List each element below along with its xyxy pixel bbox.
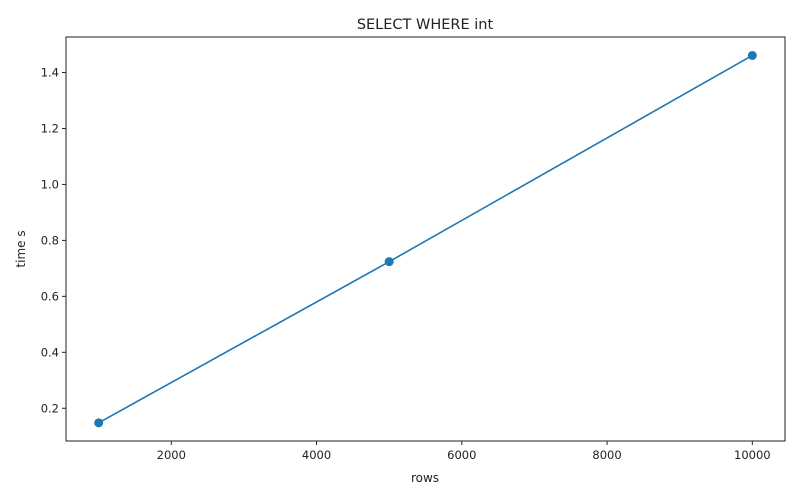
y-tick-label: 1.2 xyxy=(41,121,59,135)
y-tick-label: 1.0 xyxy=(41,177,59,191)
x-axis-label: rows xyxy=(411,471,439,485)
plot-frame xyxy=(65,36,786,442)
x-tick-label: 8000 xyxy=(592,448,621,462)
series-line xyxy=(98,54,753,424)
y-tick-label: 0.8 xyxy=(41,233,59,247)
y-tick-label: 1.4 xyxy=(41,66,59,80)
x-tick-label: 2000 xyxy=(157,448,186,462)
x-axis-ticks: 2000 4000 6000 8000 10000 xyxy=(157,441,771,462)
x-tick-label: 4000 xyxy=(302,448,331,462)
y-tick-label: 0.6 xyxy=(41,289,59,303)
y-axis-ticks: 0.2 0.4 0.6 0.8 1.0 1.2 1.4 xyxy=(41,66,66,415)
x-tick-label: 6000 xyxy=(447,448,476,462)
data-point xyxy=(94,418,104,428)
x-tick-label: 10000 xyxy=(734,448,771,462)
y-tick-label: 0.2 xyxy=(41,401,59,415)
chart-title: SELECT WHERE int xyxy=(357,17,494,33)
data-point xyxy=(384,257,394,267)
y-tick-label: 0.4 xyxy=(41,345,59,359)
data-point xyxy=(747,50,757,60)
series-layer xyxy=(94,50,757,428)
y-axis-label: time s xyxy=(14,230,28,267)
